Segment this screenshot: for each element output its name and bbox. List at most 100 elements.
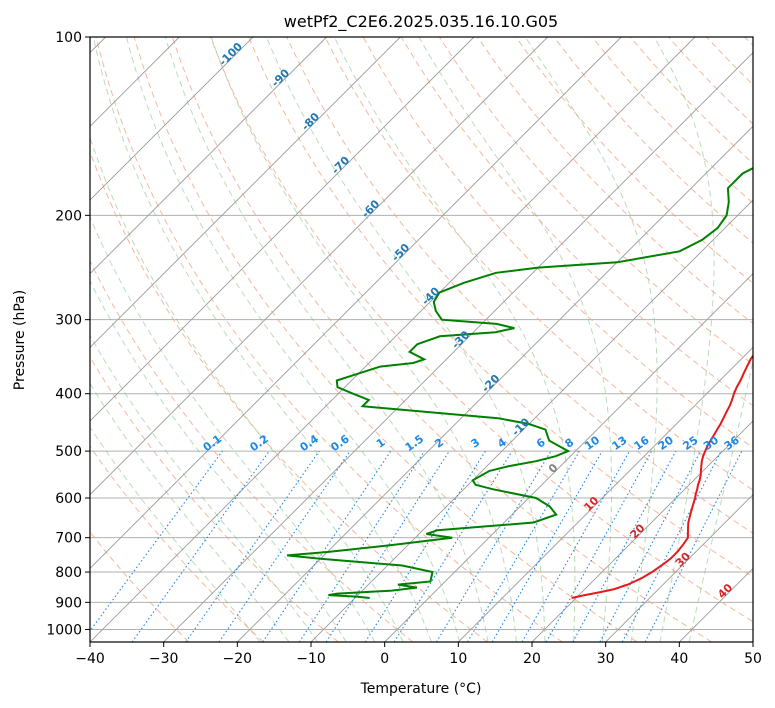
mixing-ratio-line [435,450,552,642]
mixing-ratio-line [364,450,486,642]
mixing-ratio-label: 20 [656,433,676,453]
moist-adiabat [653,37,715,642]
isotherm-label: -10 [509,415,532,438]
skewed-isotherms [90,37,753,642]
dry-adiabat [90,356,339,642]
y-tick-label: 400 [55,387,82,403]
x-tick-label: 10 [449,651,467,667]
x-tick-label: −10 [296,651,326,667]
mixing-ratio-label: 25 [681,434,701,453]
moist-adiabat [418,37,613,642]
mixing-ratio-label: 1 [374,436,388,451]
red-isotherm-label: 20 [628,521,648,541]
x-tick-label: 20 [523,651,541,667]
moist-adiabat [90,334,319,642]
isotherm-line [605,494,753,642]
isotherm-label: -40 [419,284,442,307]
mixing-ratio-line [467,450,580,642]
mixing-ratio-lines [90,450,743,642]
moist-adiabat [90,215,376,642]
mixing-ratio-label: 6 [534,436,548,451]
x-tick-label: 50 [744,651,762,667]
dry-adiabat [706,37,753,86]
mixing-ratio-label: 30 [701,433,721,453]
moist-adiabat [688,358,753,642]
plot-frame [89,36,754,643]
moist-adiabat [126,37,461,642]
moist-adiabat [164,37,489,642]
mixing-ratio-line [325,450,450,642]
y-tick-label: 600 [55,491,82,507]
isotherm-line [163,52,753,642]
dry-adiabat [286,37,753,534]
x-axis: −40 −30 −20 −10 0 10 20 30 40 50 [75,642,762,667]
chart-title: wetPf2_C2E6.2025.035.16.10.G05 [284,12,558,32]
dry-adiabat [210,37,753,623]
isotherm-line [90,37,254,201]
mixing-ratio-label: 3 [469,436,483,451]
mixing-ratio-line [644,450,743,642]
isotherm-line [90,37,475,422]
isotherm-line [90,37,401,348]
x-tick-label: 0 [380,651,389,667]
mixing-ratio-label: 2 [432,436,446,451]
mixing-ratio-label: 16 [632,433,652,453]
isotherm-line [384,273,753,642]
temperature-line [571,354,753,599]
isotherm-line [90,37,327,275]
x-tick-label: −30 [149,651,179,667]
moist-adiabat [210,37,517,642]
x-axis-label: Temperature (°C) [360,681,482,697]
mixing-ratio-label: 10 [582,433,602,453]
mixing-ratio-line [491,450,603,642]
x-tick-label: 30 [597,651,615,667]
y-axis: 100 200 300 400 500 600 700 800 900 1000 [46,30,90,638]
moist-adiabat [333,37,576,642]
isotherm-label: -30 [449,328,472,351]
red-isotherm-label: 40 [715,581,735,601]
y-tick-label: 700 [55,531,82,547]
isotherm-label: -20 [479,372,502,395]
isotherm-line [90,37,622,569]
mixing-ratio-line [599,450,702,642]
mixing-ratio-line [521,450,630,642]
dry-adiabat [90,445,264,642]
isotherm-line [752,641,753,642]
moist-adiabat [90,135,404,642]
isotherm-label: -100 [216,40,245,69]
dry-adiabat [90,531,190,642]
dry-adiabat [438,37,753,366]
y-tick-label: 900 [55,595,82,611]
dewpoint-line [286,167,753,599]
dry-adiabat [171,37,712,642]
isotherm-label: -70 [329,154,352,177]
dry-adiabat [90,259,414,642]
mixing-ratio-label: 36 [722,433,742,453]
y-tick-label: 1000 [46,622,82,638]
line-labels: 0.1 0.2 0.4 0.6 1 1.5 2 3 4 6 8 10 13 16 20 25 30 36-100-… [201,40,742,601]
isotherm-label: -60 [359,197,382,220]
mixing-ratio-line [185,450,320,642]
moist-adiabat [266,37,546,642]
grid [90,37,753,630]
mixing-ratio-line [393,450,513,642]
isotherm-line [310,199,753,642]
dry-adiabat [90,150,488,642]
mixing-ratio-line [298,450,425,642]
x-tick-label: −20 [223,651,253,667]
isotherm-label: -50 [389,241,412,264]
series-lines [286,167,753,599]
dry-adiabats [90,37,753,642]
moist-adiabat [92,37,432,642]
dry-adiabat [324,37,753,491]
mixing-ratio-line [545,450,653,642]
mixing-ratio-line [572,450,677,642]
dry-adiabat [95,37,563,642]
isotherm-line [679,567,753,642]
x-tick-label: −40 [75,651,105,667]
dry-adiabat [553,37,753,244]
moist-adiabat [524,37,658,642]
x-tick-label: 40 [670,651,688,667]
isotherm-line [531,420,753,642]
